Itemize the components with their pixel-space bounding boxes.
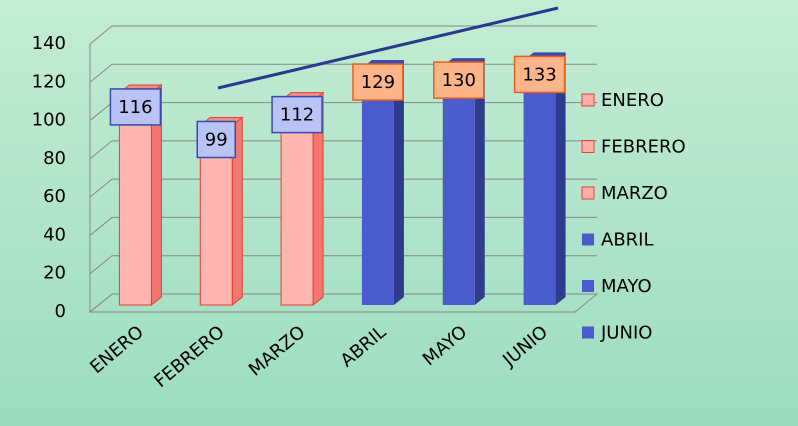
grid-line [89,255,597,275]
bar-side [474,58,485,306]
legend-label: MARZO [601,183,668,204]
value-label: 99 [205,129,228,150]
value-label: 112 [280,105,314,126]
legend-label: ABRIL [601,230,654,251]
bar [118,92,152,306]
value-label-box [196,120,236,159]
bar [523,60,556,306]
legend-label: JUNIO [600,323,652,344]
value-label-box [433,61,485,99]
y-tick-label: 100 [32,110,66,131]
grid-line [89,140,597,160]
bar-side [555,52,566,306]
bar-side [393,60,404,305]
legend-label: FEBRERO [601,137,686,158]
value-label-box [352,63,404,101]
bar [442,66,475,306]
legend-swatch [582,280,594,292]
trend-line [217,6,559,90]
y-tick-label: 20 [43,263,66,284]
y-tick-label: 140 [32,33,66,54]
legend-swatch [581,93,595,107]
y-tick-label: 80 [43,148,66,169]
value-label: 116 [118,97,152,118]
value-label: 130 [442,70,476,91]
grid-line [89,216,597,236]
value-label: 129 [361,72,395,93]
grid-line [89,25,597,45]
y-tick-label: 0 [55,301,66,322]
y-tick-label: 60 [43,186,66,207]
bar [361,68,394,305]
legend-swatch [581,140,595,153]
value-label: 133 [522,64,556,85]
legend-swatch [581,186,595,200]
grid-line [89,178,597,198]
value-label-box [271,95,323,134]
legend-swatch [582,326,594,339]
y-tick-label: 120 [32,71,66,92]
y-tick-label: 40 [43,224,66,245]
legend-label: ENERO [601,90,664,111]
legend-label: MAYO [601,276,652,297]
grid-line [89,293,597,313]
value-label-box [109,88,162,126]
legend-swatch [582,233,594,246]
value-label-box [513,55,566,94]
